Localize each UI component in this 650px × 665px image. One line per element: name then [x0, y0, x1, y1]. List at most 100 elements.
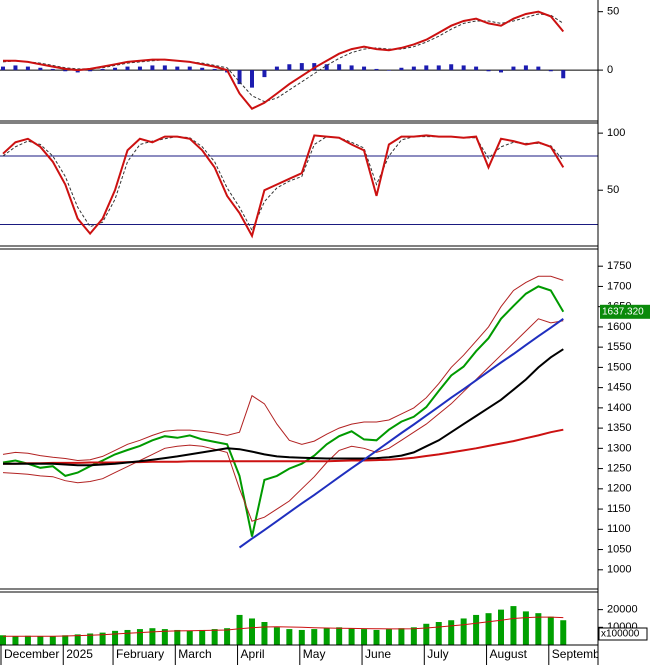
bar [373, 629, 380, 645]
y-tick-label: 1300 [607, 442, 631, 454]
bar [311, 629, 318, 645]
bar [63, 70, 68, 72]
x-tick-label: March [178, 647, 211, 661]
bar [398, 628, 405, 645]
bar [1, 66, 5, 71]
bar [511, 66, 516, 71]
unit-box [598, 627, 648, 641]
bar [399, 67, 404, 71]
bar [136, 629, 143, 645]
bar [336, 627, 343, 645]
y-tick-label: 1400 [607, 402, 631, 414]
y-tick-label: 1700 [607, 280, 631, 292]
series-line [3, 616, 564, 637]
y-tick-label: 1350 [607, 422, 631, 434]
x-tick-label: 2025 [66, 647, 93, 661]
bar [448, 620, 455, 645]
x-tick-label: February [116, 647, 164, 661]
bar [312, 63, 317, 71]
bar [324, 64, 329, 71]
bar [460, 618, 467, 645]
bar [12, 636, 19, 645]
bar [436, 65, 441, 71]
bar [374, 68, 379, 71]
bar [486, 70, 491, 72]
bar [510, 606, 517, 645]
y-tick-label: 1550 [607, 341, 631, 353]
y-tick-label: 1500 [607, 361, 631, 373]
x-tick-label: December [4, 647, 59, 661]
y-tick-label: 50 [607, 184, 619, 196]
bar [411, 66, 416, 71]
bar [386, 70, 391, 71]
bar [113, 67, 118, 71]
bar [124, 629, 131, 645]
bar [137, 66, 142, 71]
x-tick-label: June [365, 647, 391, 661]
plot-area: December 2025 February March April May June Jul… [0, 10, 611, 665]
bar [211, 629, 218, 645]
y-tick-label: 1750 [607, 260, 631, 272]
bar [337, 64, 342, 71]
x-tick-label: April [241, 647, 265, 661]
y-tick-label: 50 [607, 6, 619, 18]
last-price-label: 1637.320 [602, 306, 644, 317]
y-tick-label: 1600 [607, 321, 631, 333]
y-tick-label: 1200 [607, 483, 631, 495]
y-tick-label: 1150 [607, 503, 631, 515]
bar [561, 70, 566, 79]
y-tick-label: 1100 [607, 523, 631, 535]
bar [250, 70, 254, 88]
bar [38, 67, 43, 71]
bar [461, 65, 466, 71]
bar [287, 64, 292, 71]
bar [88, 70, 93, 72]
bar [49, 636, 56, 645]
unit-label: x100000 [601, 629, 640, 640]
bar [348, 628, 355, 645]
bar [424, 65, 429, 71]
bar [423, 623, 430, 645]
bar [286, 629, 293, 645]
bar [449, 64, 454, 71]
bar [485, 613, 492, 645]
bar [535, 613, 542, 645]
series-line [2, 13, 564, 103]
bar [323, 628, 330, 645]
x-tick-label: September [552, 647, 611, 661]
bar [236, 614, 243, 645]
last-price-box [600, 304, 650, 319]
bar [112, 630, 119, 645]
bar [149, 628, 156, 645]
bar [150, 65, 155, 71]
x-tick-label: May [303, 647, 326, 661]
bar [125, 66, 130, 71]
bar [75, 70, 80, 73]
series-line [3, 348, 564, 467]
bar [25, 66, 30, 71]
bar [249, 618, 255, 645]
bar [99, 632, 106, 645]
bar [298, 629, 305, 645]
bar [435, 622, 442, 645]
bar [212, 68, 217, 71]
bar [560, 620, 567, 645]
bar [547, 616, 554, 645]
series-line [238, 317, 564, 549]
bar [385, 629, 392, 645]
bar [186, 630, 193, 645]
y-tick-label: 1000 [607, 564, 631, 576]
x-tick-label: August [490, 647, 528, 661]
bar [474, 66, 479, 71]
bar [224, 628, 231, 645]
bar [261, 622, 268, 645]
bar [499, 70, 503, 73]
bar [74, 634, 81, 645]
bar [523, 65, 528, 71]
bar [498, 609, 504, 645]
bar [24, 635, 31, 645]
bar [410, 627, 417, 645]
bar [62, 635, 69, 645]
bar [87, 633, 94, 645]
